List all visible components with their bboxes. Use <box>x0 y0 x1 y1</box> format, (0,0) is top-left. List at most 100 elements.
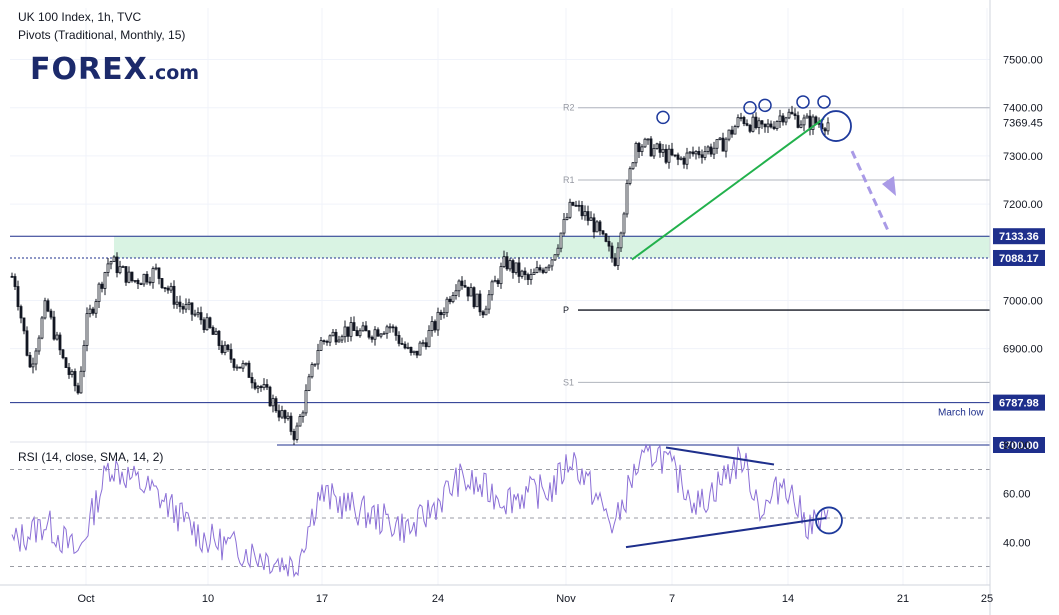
time-tick-label: 21 <box>897 593 909 605</box>
candle-body <box>136 279 140 285</box>
candle-body <box>118 266 122 274</box>
logo-suffix: .com <box>147 62 200 84</box>
candle-body <box>805 115 809 119</box>
time-tick-label: 10 <box>202 593 214 605</box>
grid <box>10 8 990 585</box>
candle-body <box>286 415 290 419</box>
candle-body <box>46 300 50 312</box>
candle-body <box>325 340 329 343</box>
candle-body <box>646 138 650 141</box>
candle-body <box>166 287 170 291</box>
candle-body <box>493 280 497 283</box>
candle-body <box>331 331 335 337</box>
time-tick-label: Nov <box>556 593 576 605</box>
candle-body <box>145 273 149 283</box>
peak-circle <box>758 98 772 113</box>
current-price-label: 7369.45 <box>1003 117 1043 129</box>
candlesticks <box>10 105 830 445</box>
candle-body <box>181 306 185 310</box>
candle-body <box>559 232 563 249</box>
candle-body <box>706 146 710 152</box>
logo-text: FOREX <box>30 52 148 87</box>
candle-body <box>643 138 647 148</box>
rsi-tick-label: 60.00 <box>1003 489 1031 501</box>
candle-body <box>682 157 686 165</box>
candle-body <box>151 268 155 283</box>
price-tick-label: 7300.00 <box>1003 151 1043 163</box>
candle-body <box>31 363 35 368</box>
candle-body <box>433 321 437 331</box>
candle-body <box>169 285 173 291</box>
candle-body <box>610 245 614 259</box>
candle-body <box>199 312 203 321</box>
candle-body <box>412 350 416 353</box>
pivot-label: R2 <box>563 103 575 113</box>
candle-body <box>445 298 449 314</box>
candle-body <box>127 271 131 283</box>
candle-body <box>625 182 629 215</box>
candle-body <box>703 151 707 158</box>
price-tick-label: 6900.00 <box>1003 344 1043 356</box>
candle-body <box>496 280 500 285</box>
pivot-lines: R2 R1 P S1 <box>563 103 990 387</box>
candle-body <box>280 410 284 418</box>
candle-body <box>538 267 542 271</box>
level-label: 6700.00 <box>999 440 1039 452</box>
forecast-arrowhead <box>882 176 896 196</box>
candle-body <box>568 201 572 218</box>
candle-body <box>607 241 611 247</box>
level-label: 6787.98 <box>999 398 1039 410</box>
candle-body <box>124 266 128 283</box>
candle-body <box>262 384 266 389</box>
candle-body <box>277 410 281 418</box>
candle-body <box>184 304 188 310</box>
candle-body <box>658 143 662 153</box>
rsi-line <box>11 443 829 578</box>
candle-body <box>178 301 182 307</box>
candle-body <box>679 157 683 160</box>
candle-body <box>295 425 299 440</box>
candle-body <box>688 151 692 154</box>
support-zone <box>10 236 990 259</box>
candle-body <box>463 285 467 288</box>
candle-body <box>757 120 761 129</box>
candle-body <box>352 322 356 331</box>
candle-body <box>94 301 98 314</box>
candle-body <box>217 330 221 346</box>
candle-body <box>709 146 713 155</box>
candle-body <box>751 116 755 132</box>
rsi-support-trendline <box>625 517 827 549</box>
candle-body <box>661 148 665 153</box>
candle-body <box>172 285 176 305</box>
candle-body <box>781 115 785 123</box>
candle-body <box>676 154 680 160</box>
peak-circle <box>817 95 831 109</box>
candle-body <box>253 382 257 389</box>
candle-body <box>529 274 533 280</box>
candle-body <box>175 301 179 305</box>
candle-body <box>799 124 803 128</box>
candle-body <box>589 217 593 221</box>
candle-body <box>436 311 440 331</box>
candle-body <box>667 148 671 163</box>
candle-body <box>670 148 674 156</box>
candle-body <box>583 211 587 217</box>
rsi-resistance-trendline <box>665 446 775 466</box>
candle-body <box>187 302 191 305</box>
candle-body <box>484 308 488 316</box>
candle-body <box>382 332 386 335</box>
candle-body <box>340 336 344 341</box>
candle-body <box>133 279 137 282</box>
candle-body <box>115 256 119 274</box>
candle-body <box>592 217 596 233</box>
candle-body <box>526 274 530 280</box>
rsi-highlight-circle <box>815 506 843 535</box>
time-tick-label: 14 <box>782 593 794 605</box>
candle-body <box>211 327 215 335</box>
candle-body <box>790 111 794 115</box>
candle-body <box>775 121 779 129</box>
candle-body <box>793 113 797 116</box>
candle-body <box>274 398 278 412</box>
candle-body <box>535 267 539 273</box>
candle-body <box>514 262 518 273</box>
